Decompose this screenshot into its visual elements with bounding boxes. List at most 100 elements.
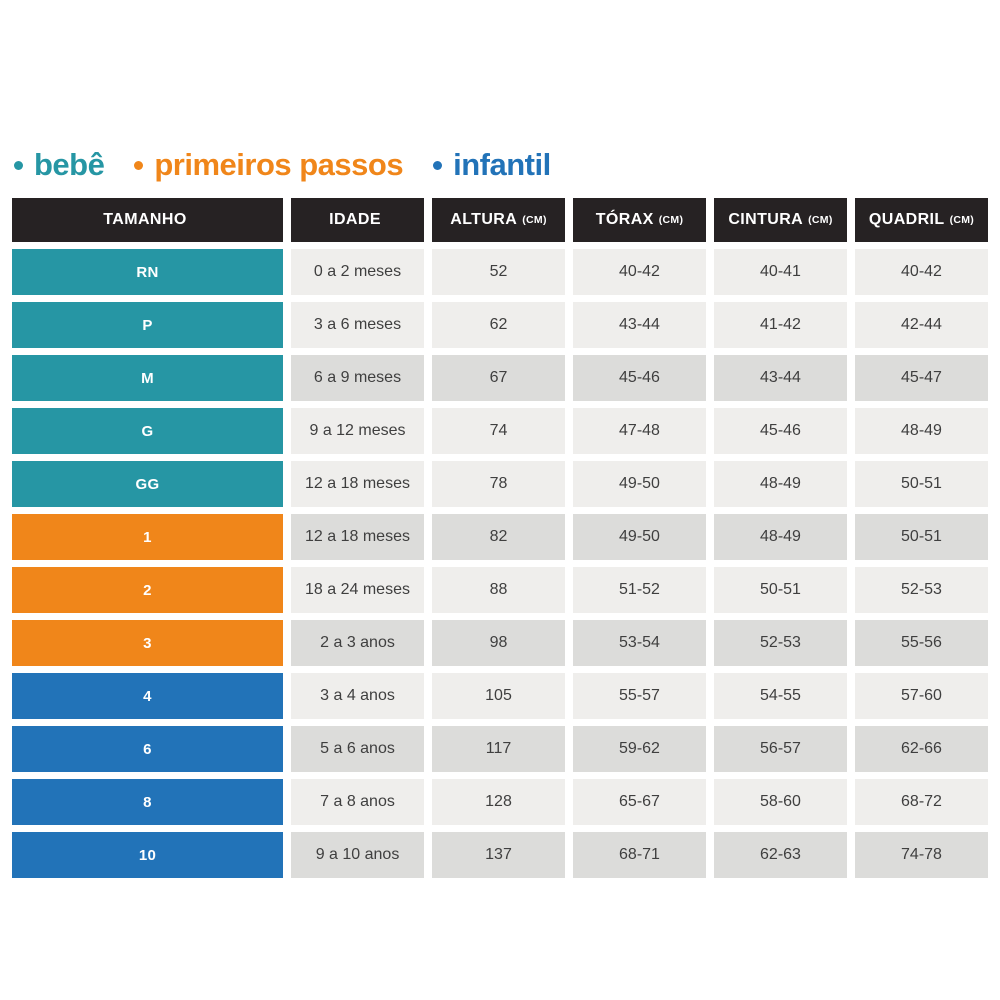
- torax-cell: 68-71: [573, 832, 706, 878]
- idade-cell: 9 a 10 anos: [291, 832, 424, 878]
- size-cell: 4: [12, 673, 283, 719]
- size-cell: G: [12, 408, 283, 454]
- altura-cell: 52: [432, 249, 565, 295]
- altura-cell: 62: [432, 302, 565, 348]
- size-cell: 6: [12, 726, 283, 772]
- cintura-cell: 58-60: [714, 779, 847, 825]
- idade-cell: 2 a 3 anos: [291, 620, 424, 666]
- torax-cell: 49-50: [573, 461, 706, 507]
- size-cell: 10: [12, 832, 283, 878]
- column-header-unit: (CM): [949, 214, 975, 226]
- idade-cell: 18 a 24 meses: [291, 567, 424, 613]
- column-header-quadril: QUADRIL (CM): [855, 198, 988, 242]
- size-cell: 3: [12, 620, 283, 666]
- altura-cell: 117: [432, 726, 565, 772]
- column-header-label: ALTURA: [450, 211, 518, 228]
- cintura-cell: 50-51: [714, 567, 847, 613]
- bullet-icon: [134, 160, 144, 170]
- cintura-cell: 48-49: [714, 514, 847, 560]
- size-cell: 1: [12, 514, 283, 560]
- idade-cell: 3 a 6 meses: [291, 302, 424, 348]
- legend-item-bebe: bebê: [14, 146, 105, 184]
- column-header-label: IDADE: [329, 211, 381, 228]
- altura-cell: 128: [432, 779, 565, 825]
- quadril-cell: 48-49: [855, 408, 988, 454]
- quadril-cell: 55-56: [855, 620, 988, 666]
- quadril-cell: 52-53: [855, 567, 988, 613]
- column-header-unit: (CM): [808, 214, 833, 226]
- column-header-tamanho: TAMANHO: [12, 198, 283, 242]
- column-header-unit: (CM): [658, 214, 684, 226]
- column-header-label: QUADRIL: [868, 211, 945, 228]
- legend-item-infantil: infantil: [433, 146, 551, 184]
- torax-cell: 59-62: [573, 726, 706, 772]
- idade-cell: 0 a 2 meses: [291, 249, 424, 295]
- cintura-cell: 56-57: [714, 726, 847, 772]
- quadril-cell: 50-51: [855, 514, 988, 560]
- cintura-cell: 52-53: [714, 620, 847, 666]
- column-header-torax: TÓRAX (CM): [573, 198, 706, 242]
- torax-cell: 49-50: [573, 514, 706, 560]
- cintura-cell: 48-49: [714, 461, 847, 507]
- legend-label-primeiros-passos: primeiros passos: [154, 147, 404, 182]
- idade-cell: 5 a 6 anos: [291, 726, 424, 772]
- cintura-cell: 62-63: [714, 832, 847, 878]
- cintura-cell: 40-41: [714, 249, 847, 295]
- altura-cell: 88: [432, 567, 565, 613]
- idade-cell: 3 a 4 anos: [291, 673, 424, 719]
- size-table: TAMANHO IDADE ALTURA (CM) TÓRAX (CM) CINTU…: [12, 198, 988, 878]
- idade-cell: 9 a 12 meses: [291, 408, 424, 454]
- torax-cell: 51-52: [573, 567, 706, 613]
- torax-cell: 53-54: [573, 620, 706, 666]
- column-header-cintura: CINTURA (CM): [714, 198, 847, 242]
- altura-cell: 105: [432, 673, 565, 719]
- size-cell: 8: [12, 779, 283, 825]
- idade-cell: 7 a 8 anos: [291, 779, 424, 825]
- altura-cell: 78: [432, 461, 565, 507]
- idade-cell: 12 a 18 meses: [291, 514, 424, 560]
- cintura-cell: 45-46: [714, 408, 847, 454]
- column-header-unit: (CM): [522, 214, 547, 226]
- size-cell: P: [12, 302, 283, 348]
- quadril-cell: 40-42: [855, 249, 988, 295]
- column-header-label: CINTURA: [728, 211, 804, 228]
- altura-cell: 67: [432, 355, 565, 401]
- quadril-cell: 45-47: [855, 355, 988, 401]
- legend-item-primeiros-passos: primeiros passos: [134, 146, 404, 184]
- column-header-altura: ALTURA (CM): [432, 198, 565, 242]
- bullet-icon: [14, 160, 23, 170]
- column-header-label: TÓRAX: [595, 211, 654, 228]
- cintura-cell: 43-44: [714, 355, 847, 401]
- size-cell: 2: [12, 567, 283, 613]
- torax-cell: 65-67: [573, 779, 706, 825]
- size-cell: GG: [12, 461, 283, 507]
- altura-cell: 74: [432, 408, 565, 454]
- size-cell: RN: [12, 249, 283, 295]
- torax-cell: 45-46: [573, 355, 706, 401]
- cintura-cell: 54-55: [714, 673, 847, 719]
- altura-cell: 82: [432, 514, 565, 560]
- idade-cell: 6 a 9 meses: [291, 355, 424, 401]
- quadril-cell: 42-44: [855, 302, 988, 348]
- torax-cell: 40-42: [573, 249, 706, 295]
- cintura-cell: 41-42: [714, 302, 847, 348]
- altura-cell: 137: [432, 832, 565, 878]
- size-group-legend: bebê primeiros passos infantil: [14, 146, 551, 184]
- column-header-label: TAMANHO: [103, 211, 187, 228]
- quadril-cell: 62-66: [855, 726, 988, 772]
- quadril-cell: 50-51: [855, 461, 988, 507]
- column-header-idade: IDADE: [291, 198, 424, 242]
- quadril-cell: 57-60: [855, 673, 988, 719]
- legend-label-infantil: infantil: [453, 147, 551, 182]
- size-cell: M: [12, 355, 283, 401]
- torax-cell: 43-44: [573, 302, 706, 348]
- torax-cell: 55-57: [573, 673, 706, 719]
- idade-cell: 12 a 18 meses: [291, 461, 424, 507]
- altura-cell: 98: [432, 620, 565, 666]
- torax-cell: 47-48: [573, 408, 706, 454]
- bullet-icon: [433, 160, 443, 170]
- legend-label-bebe: bebê: [34, 147, 105, 182]
- quadril-cell: 74-78: [855, 832, 988, 878]
- quadril-cell: 68-72: [855, 779, 988, 825]
